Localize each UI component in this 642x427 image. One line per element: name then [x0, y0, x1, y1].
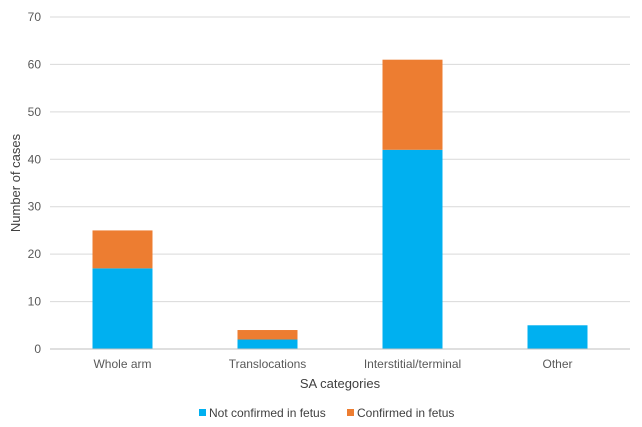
x-tick-label: Translocations [229, 357, 307, 371]
y-tick-label: 20 [28, 247, 42, 261]
y-axis-tick-labels: 0 10 20 30 40 50 60 70 [28, 10, 42, 356]
legend-swatch [347, 409, 354, 416]
bar-segment [382, 149, 443, 349]
x-axis-title: SA categories [300, 376, 381, 391]
legend-swatch [199, 409, 206, 416]
bar-segment [382, 59, 443, 150]
legend-label: Not confirmed in fetus [209, 406, 326, 420]
y-tick-label: 60 [28, 57, 42, 71]
y-tick-label: 70 [28, 10, 42, 24]
legend-label: Confirmed in fetus [357, 406, 454, 420]
y-tick-label: 30 [28, 200, 42, 214]
x-tick-label: Other [542, 357, 572, 371]
bar-segment [92, 268, 153, 349]
bar-segment [237, 339, 298, 349]
bar-segment [527, 325, 588, 349]
bars [92, 59, 588, 349]
x-tick-label: Whole arm [93, 357, 151, 371]
y-tick-label: 0 [34, 342, 41, 356]
x-axis-tick-labels: Whole arm Translocations Interstitial/term… [93, 357, 572, 371]
bar-segment [237, 330, 298, 340]
y-tick-label: 40 [28, 152, 42, 166]
y-tick-label: 10 [28, 295, 42, 309]
y-tick-label: 50 [28, 105, 42, 119]
x-tick-label: Interstitial/terminal [364, 357, 461, 371]
legend: Not confirmed in fetus Confirmed in fetus [199, 406, 454, 420]
bar-segment [92, 230, 153, 269]
y-axis-title: Number of cases [8, 133, 23, 232]
